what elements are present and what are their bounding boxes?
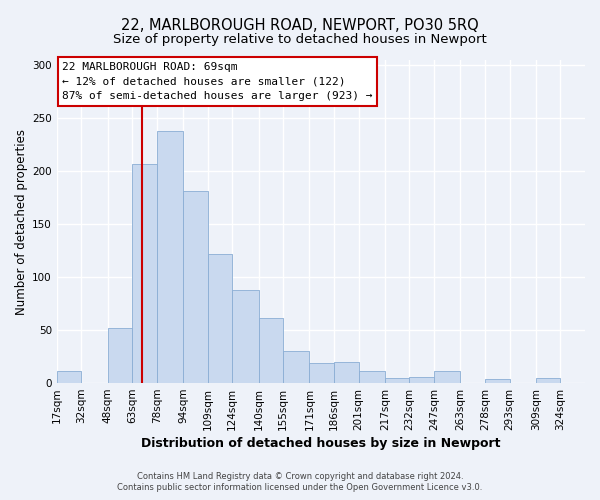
- Bar: [132, 164, 157, 383]
- Bar: [157, 131, 183, 383]
- Bar: [334, 362, 359, 383]
- Bar: [536, 378, 560, 383]
- Bar: [359, 372, 385, 383]
- Bar: [107, 328, 132, 383]
- Bar: [409, 376, 434, 383]
- Text: 22 MARLBOROUGH ROAD: 69sqm
← 12% of detached houses are smaller (122)
87% of sem: 22 MARLBOROUGH ROAD: 69sqm ← 12% of deta…: [62, 62, 373, 101]
- Bar: [183, 192, 208, 383]
- Text: 22, MARLBOROUGH ROAD, NEWPORT, PO30 5RQ: 22, MARLBOROUGH ROAD, NEWPORT, PO30 5RQ: [121, 18, 479, 32]
- Bar: [283, 352, 310, 383]
- Bar: [310, 363, 334, 383]
- Bar: [259, 318, 283, 383]
- Bar: [434, 372, 460, 383]
- Text: Size of property relative to detached houses in Newport: Size of property relative to detached ho…: [113, 34, 487, 46]
- Text: Contains HM Land Registry data © Crown copyright and database right 2024.: Contains HM Land Registry data © Crown c…: [137, 472, 463, 481]
- X-axis label: Distribution of detached houses by size in Newport: Distribution of detached houses by size …: [141, 437, 500, 450]
- Bar: [385, 378, 409, 383]
- Bar: [208, 254, 232, 383]
- Text: Contains public sector information licensed under the Open Government Licence v3: Contains public sector information licen…: [118, 483, 482, 492]
- Y-axis label: Number of detached properties: Number of detached properties: [15, 128, 28, 314]
- Bar: [485, 379, 509, 383]
- Bar: [57, 372, 82, 383]
- Bar: [232, 290, 259, 383]
